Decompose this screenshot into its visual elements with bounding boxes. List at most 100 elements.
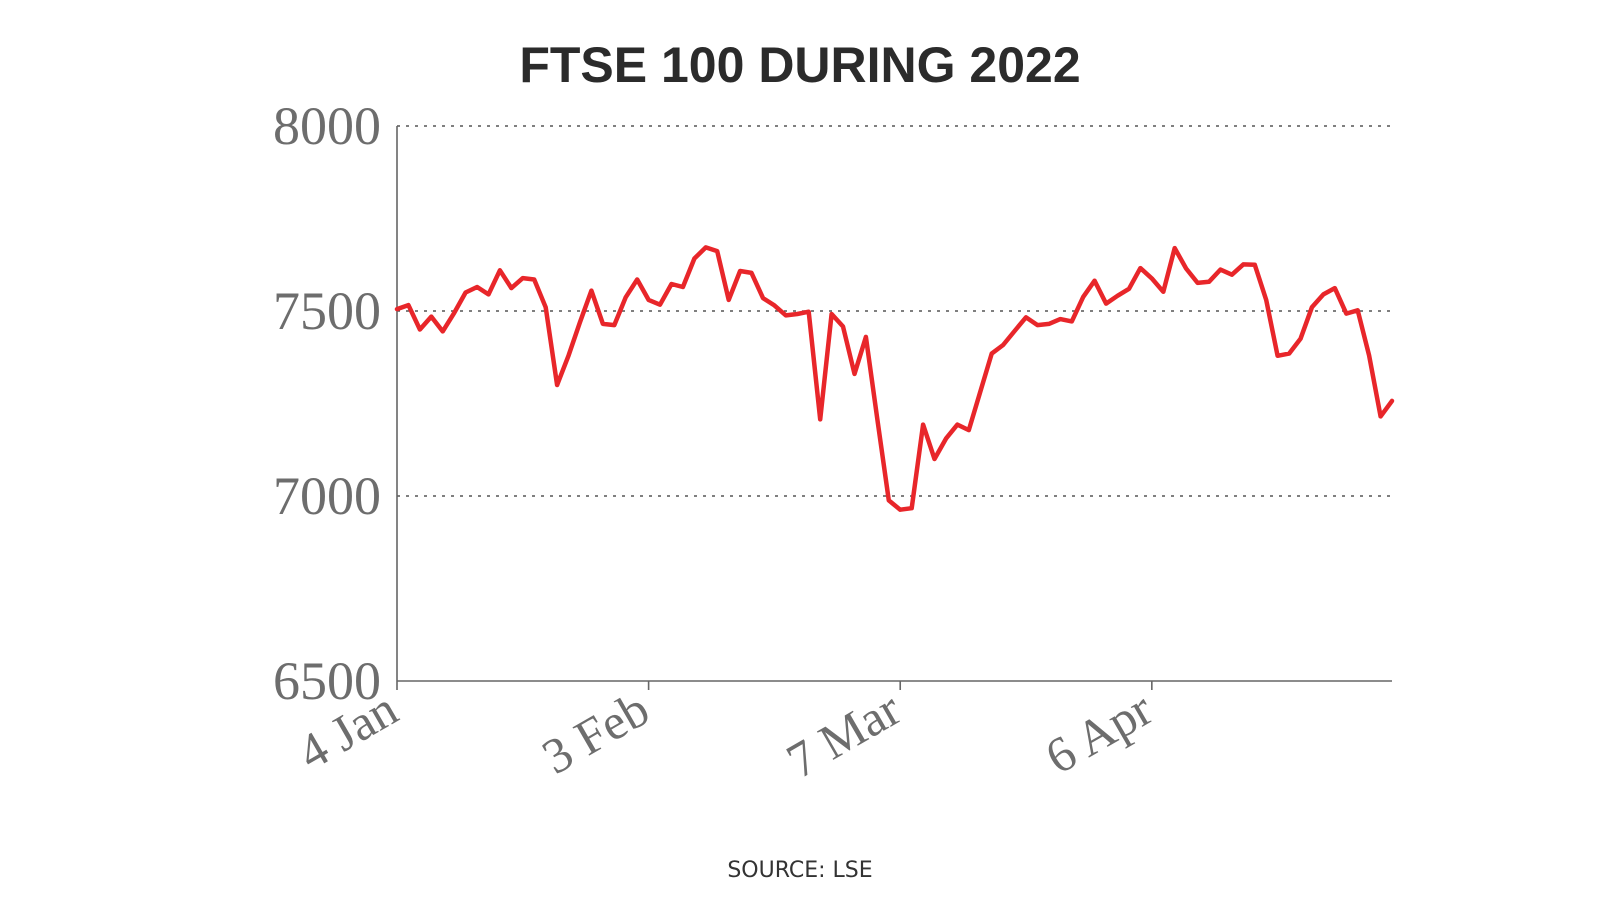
data-point [1276, 354, 1280, 358]
data-point [853, 372, 857, 376]
data-point [875, 417, 879, 421]
data-point [761, 296, 765, 300]
data-point [1138, 266, 1142, 270]
x-tick-label: 7 Mar [777, 680, 910, 789]
data-point [692, 257, 696, 261]
data-point [647, 298, 651, 302]
data-point [955, 423, 959, 427]
data-point [1218, 268, 1222, 272]
data-point [555, 383, 559, 387]
data-point [704, 245, 708, 249]
data-point [1116, 294, 1120, 298]
data-point [578, 320, 582, 324]
y-axis-ticks: 6500 7000 7500 8000 [273, 96, 381, 711]
data-point [1161, 290, 1165, 294]
data-point [509, 286, 513, 290]
y-tick-label: 6500 [273, 651, 381, 711]
data-point [1001, 343, 1005, 347]
y-tick-label: 7500 [273, 281, 381, 341]
data-point [898, 508, 902, 512]
data-point [670, 282, 674, 286]
data-point [1299, 337, 1303, 341]
data-point [1207, 280, 1211, 284]
data-point [990, 352, 994, 356]
data-point [1127, 287, 1131, 291]
data-point [910, 506, 914, 510]
data-point [567, 353, 571, 357]
data-point [841, 325, 845, 329]
data-point [1184, 267, 1188, 271]
data-point [864, 335, 868, 339]
data-point [1367, 353, 1371, 357]
data-point [1196, 281, 1200, 285]
data-point [1104, 302, 1108, 306]
data-point [521, 276, 525, 280]
data-point [532, 278, 536, 282]
data-point [1036, 323, 1040, 327]
data-point [612, 323, 616, 327]
data-point [1070, 319, 1074, 323]
data-point [475, 285, 479, 289]
data-point [1093, 279, 1097, 283]
data-point [715, 249, 719, 253]
data-point [1390, 399, 1394, 403]
data-point [750, 271, 754, 275]
x-axis-ticks: 4 Jan 3 Feb 7 Mar 6 Apr [288, 680, 1161, 789]
data-point [978, 390, 982, 394]
data-point [418, 328, 422, 332]
data-point [727, 298, 731, 302]
data-point [1356, 308, 1360, 312]
data-point [1047, 322, 1051, 326]
data-point [1024, 315, 1028, 319]
y-tick-label: 7000 [273, 466, 381, 526]
series-line [394, 245, 1395, 512]
data-point [498, 268, 502, 272]
data-point [738, 269, 742, 273]
data-point [464, 291, 468, 295]
data-point [1333, 286, 1337, 290]
data-point [944, 437, 948, 441]
data-point [441, 329, 445, 333]
data-point [487, 292, 491, 296]
series-layer [394, 245, 1395, 512]
data-point [887, 498, 891, 502]
data-point [635, 278, 639, 282]
data-point [1150, 276, 1154, 280]
data-point [406, 303, 410, 307]
data-point [1310, 305, 1314, 309]
data-point [1253, 263, 1257, 267]
data-point [1241, 262, 1245, 266]
data-point [1379, 414, 1383, 418]
y-tick-label: 8000 [273, 96, 381, 156]
data-point [544, 305, 548, 309]
data-point [601, 322, 605, 326]
data-point [1344, 312, 1348, 316]
data-point [1264, 298, 1268, 302]
data-point [818, 417, 822, 421]
data-point [921, 423, 925, 427]
data-point [1321, 292, 1325, 296]
data-point [452, 311, 456, 315]
data-point [933, 457, 937, 461]
source-note: SOURCE: LSE [727, 858, 873, 883]
data-point [1013, 329, 1017, 333]
data-point [772, 303, 776, 307]
x-tick-label: 6 Apr [1036, 680, 1162, 785]
data-point [967, 428, 971, 432]
data-point [795, 312, 799, 316]
data-point [395, 307, 399, 311]
x-tick-label: 3 Feb [533, 680, 658, 785]
gridlines [397, 125, 1392, 497]
data-point [1230, 273, 1234, 277]
data-point [681, 285, 685, 289]
data-point [1081, 295, 1085, 299]
chart-title: FTSE 100 DURING 2022 [519, 37, 1081, 93]
data-point [1058, 317, 1062, 321]
data-point [589, 289, 593, 293]
axes [396, 126, 1392, 682]
data-point [1173, 246, 1177, 250]
data-point [429, 315, 433, 319]
data-point [1287, 352, 1291, 356]
data-point [830, 312, 834, 316]
